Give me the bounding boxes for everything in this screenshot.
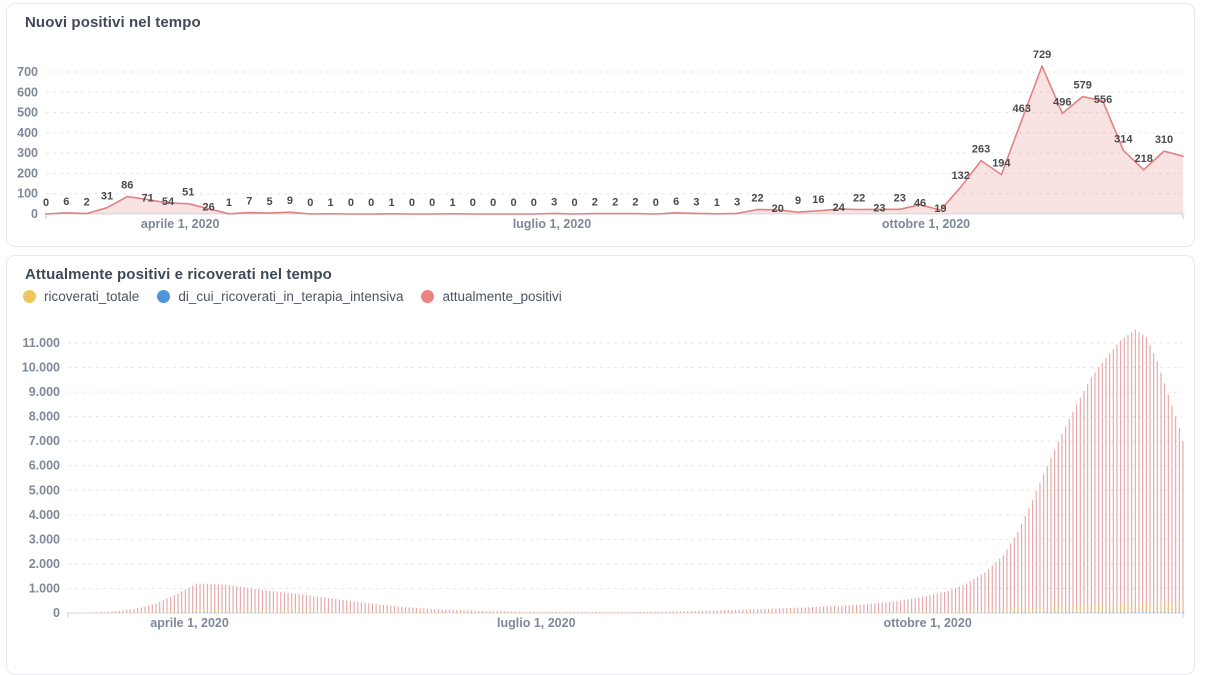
legend-item-ricoverati-totale[interactable]: ricoverati_totale [23, 289, 139, 304]
svg-text:5.000: 5.000 [29, 483, 60, 497]
svg-text:2: 2 [84, 197, 90, 209]
svg-text:1: 1 [449, 197, 455, 209]
attualmente-positivi-card: Attualmente positivi e ricoverati nel te… [6, 255, 1195, 675]
svg-text:9: 9 [795, 195, 801, 207]
attualmente-positivi-title: Attualmente positivi e ricoverati nel te… [25, 266, 332, 283]
legend-item-terapia-intensiva[interactable]: di_cui_ricoverati_in_terapia_intensiva [157, 289, 403, 304]
svg-text:22: 22 [751, 193, 763, 205]
svg-text:1: 1 [226, 197, 232, 209]
svg-text:6.000: 6.000 [29, 459, 60, 473]
svg-text:200: 200 [17, 166, 38, 180]
svg-text:51: 51 [182, 187, 194, 199]
svg-text:71: 71 [142, 193, 154, 205]
nuovi-positivi-card: Nuovi positivi nel tempo 0 100 200 300 400 50… [6, 3, 1195, 247]
svg-text:0: 0 [429, 197, 435, 209]
svg-text:9.000: 9.000 [29, 385, 60, 399]
svg-text:3: 3 [693, 196, 699, 208]
svg-text:0: 0 [571, 197, 577, 209]
svg-text:10.000: 10.000 [22, 361, 60, 375]
svg-text:0: 0 [368, 197, 374, 209]
svg-text:2.000: 2.000 [29, 557, 60, 571]
svg-text:194: 194 [992, 158, 1011, 170]
svg-text:500: 500 [17, 106, 38, 120]
svg-text:0: 0 [653, 197, 659, 209]
svg-text:1: 1 [328, 197, 334, 209]
svg-text:0: 0 [43, 197, 49, 209]
svg-text:0: 0 [409, 197, 415, 209]
svg-text:1: 1 [389, 197, 395, 209]
svg-text:0: 0 [490, 197, 496, 209]
svg-text:3: 3 [551, 196, 557, 208]
svg-text:300: 300 [17, 146, 38, 160]
svg-text:26: 26 [202, 202, 214, 214]
svg-text:579: 579 [1074, 80, 1092, 92]
svg-text:0: 0 [470, 197, 476, 209]
svg-text:3: 3 [734, 196, 740, 208]
svg-text:16: 16 [812, 194, 824, 206]
svg-text:0: 0 [531, 197, 537, 209]
svg-text:1.000: 1.000 [29, 581, 60, 595]
svg-text:5: 5 [267, 196, 273, 208]
legend-item-label: ricoverati_totale [44, 289, 140, 304]
svg-text:463: 463 [1013, 103, 1031, 115]
svg-text:1: 1 [714, 197, 720, 209]
legend-item-label: di_cui_ricoverati_in_terapia_intensiva [178, 289, 404, 304]
svg-text:54: 54 [162, 196, 175, 208]
svg-text:263: 263 [972, 144, 990, 156]
svg-text:400: 400 [17, 126, 38, 140]
nuovi-positivi-title: Nuovi positivi nel tempo [25, 14, 201, 31]
svg-text:132: 132 [952, 170, 970, 182]
svg-text:luglio 1, 2020: luglio 1, 2020 [513, 217, 592, 231]
svg-text:0: 0 [510, 197, 516, 209]
legend: ricoverati_totale di_cui_ricoverati_in_t… [23, 289, 562, 304]
svg-text:46: 46 [914, 198, 926, 210]
svg-text:0: 0 [307, 197, 313, 209]
svg-text:100: 100 [17, 187, 38, 201]
svg-text:11.000: 11.000 [22, 336, 60, 350]
attualmente-positivi-chart-canvas: 0 1.000 2.000 3.000 4.000 5.000 6.000 7.000 8.00… [22, 329, 1185, 630]
svg-text:0: 0 [348, 197, 354, 209]
svg-text:6: 6 [63, 196, 69, 208]
svg-text:ottobre 1, 2020: ottobre 1, 2020 [882, 217, 970, 231]
svg-text:86: 86 [121, 180, 133, 192]
attualmente-positivi-dot-icon [421, 290, 435, 303]
svg-text:luglio 1, 2020: luglio 1, 2020 [497, 616, 576, 630]
terapia-intensiva-dot-icon [157, 290, 171, 303]
svg-text:23: 23 [873, 202, 885, 214]
svg-text:9: 9 [287, 195, 293, 207]
svg-text:8.000: 8.000 [29, 410, 60, 424]
svg-text:7.000: 7.000 [29, 434, 60, 448]
svg-text:19: 19 [934, 203, 946, 215]
svg-text:600: 600 [17, 85, 38, 99]
svg-text:31: 31 [101, 191, 113, 203]
svg-text:729: 729 [1033, 49, 1051, 61]
svg-text:23: 23 [894, 192, 906, 204]
svg-text:6: 6 [673, 196, 679, 208]
svg-text:310: 310 [1155, 134, 1173, 146]
svg-text:7: 7 [246, 196, 252, 208]
svg-text:24: 24 [833, 202, 846, 214]
svg-text:496: 496 [1053, 96, 1071, 108]
svg-text:4.000: 4.000 [29, 508, 60, 522]
svg-text:700: 700 [17, 65, 38, 79]
svg-text:2: 2 [632, 197, 638, 209]
svg-text:ottobre 1, 2020: ottobre 1, 2020 [884, 616, 972, 630]
svg-text:2: 2 [612, 197, 618, 209]
legend-item-attualmente-positivi[interactable]: attualmente_positivi [421, 289, 562, 304]
svg-text:aprile 1, 2020: aprile 1, 2020 [141, 217, 220, 231]
svg-text:22: 22 [853, 193, 865, 205]
svg-text:0: 0 [31, 207, 38, 221]
svg-text:aprile 1, 2020: aprile 1, 2020 [150, 616, 229, 630]
ricoverati-totale-dot-icon [23, 290, 36, 303]
svg-text:556: 556 [1094, 94, 1112, 106]
legend-item-label: attualmente_positivi [442, 289, 562, 304]
svg-text:218: 218 [1134, 153, 1152, 165]
svg-text:2: 2 [592, 197, 598, 209]
svg-text:20: 20 [772, 203, 784, 215]
dashboard-page: { "colors": { "title_text": "#3f4a56", "… [6, 3, 1195, 675]
svg-text:3.000: 3.000 [29, 532, 60, 546]
svg-text:314: 314 [1114, 133, 1133, 145]
svg-text:0: 0 [53, 606, 60, 620]
